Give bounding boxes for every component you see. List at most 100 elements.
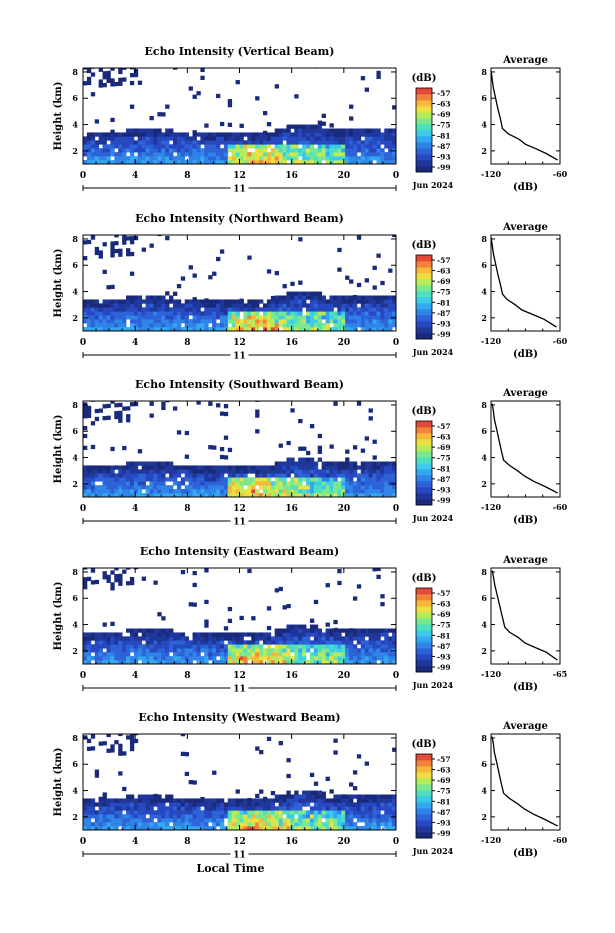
profile-y-tick-label: 2 (481, 313, 487, 323)
profile-y-tick-label: 4 (481, 620, 487, 630)
profile-x-tick-label: -60 (553, 835, 568, 845)
panel-title: Echo Intensity (Westward Beam) (138, 711, 340, 724)
colorbar-tick-label: -81 (437, 631, 451, 640)
colorbar-swatch (416, 433, 432, 439)
profile-x-tick-label: -60 (553, 336, 568, 346)
colorbar-swatch (416, 760, 432, 766)
colorbar-swatch (416, 612, 432, 618)
colorbar-tick-label: -69 (437, 776, 451, 785)
colorbar-swatch (416, 666, 432, 672)
y-axis-label: Height (km) (53, 249, 64, 318)
colorbar-swatch (416, 784, 432, 790)
x-tick-label: 0 (80, 171, 86, 181)
colorbar-unit: (dB) (412, 240, 437, 251)
colorbar-swatch (416, 475, 432, 481)
colorbar-swatch (416, 148, 432, 154)
x-tick-label: 8 (184, 171, 190, 181)
colorbar-tick-label: -99 (437, 829, 451, 838)
heatmap (83, 235, 396, 331)
profile-line (491, 238, 557, 328)
colorbar-tick-label: -93 (437, 319, 451, 328)
heatmap (83, 734, 396, 830)
colorbar-tick-label: -69 (437, 110, 451, 119)
profile-title: Average (502, 55, 548, 66)
x-tick-label: 8 (184, 338, 190, 348)
x-tick-label: 8 (184, 504, 190, 514)
colorbar-swatch (416, 118, 432, 124)
colorbar-swatch (416, 285, 432, 291)
profile-y-tick-label: 4 (481, 120, 487, 130)
profile-y-tick-label: 4 (481, 453, 487, 463)
profile-y-tick-label: 4 (481, 786, 487, 796)
colorbar-tick-label: -63 (437, 766, 451, 775)
colorbar: (dB)-57-63-69-75-81-87-93-99 (412, 240, 451, 339)
profile-frame (491, 568, 560, 664)
colorbar-tick-label: -57 (437, 755, 451, 764)
y-tick-label: 2 (72, 812, 78, 822)
x-axis-label: Local Time (197, 862, 265, 875)
colorbar-swatch (416, 808, 432, 814)
colorbar: (dB)-57-63-69-75-81-87-93-99 (412, 573, 451, 672)
colorbar-swatch (416, 309, 432, 315)
y-tick-label: 8 (72, 733, 78, 743)
x-tick-label: 20 (338, 338, 351, 348)
colorbar-tick-label: -63 (437, 267, 451, 276)
colorbar-swatch (416, 130, 432, 136)
colorbar-tick-label: -57 (437, 422, 451, 431)
profile-y-tick-label: 8 (481, 567, 487, 577)
profile-x-tick-label: -60 (553, 502, 568, 512)
x-tick-label: 12 (233, 671, 246, 681)
colorbar-swatch (416, 94, 432, 100)
date-label: Jun 2024 (412, 180, 454, 190)
profile-x-tick-label: -120 (481, 336, 501, 346)
y-tick-label: 6 (72, 593, 78, 603)
y-tick-label: 4 (72, 786, 78, 796)
colorbar-tick-label: -99 (437, 663, 451, 672)
colorbar-swatch (416, 291, 432, 297)
profile-x-tick-label: -120 (481, 169, 501, 179)
x-tick-label: 16 (285, 504, 298, 514)
profile-x-label: (dB) (513, 182, 538, 193)
colorbar-swatch (416, 427, 432, 433)
x-tick-label: 4 (132, 671, 138, 681)
profile-y-tick-label: 6 (481, 260, 487, 270)
colorbar-swatch (416, 832, 432, 838)
profile-line (491, 71, 558, 161)
y-axis-label: Height (km) (53, 415, 64, 484)
x-tick-label: 8 (184, 671, 190, 681)
colorbar-swatch (416, 136, 432, 142)
profile-y-tick-label: 6 (481, 93, 487, 103)
colorbar-swatch (416, 826, 432, 832)
y-axis-label: Height (km) (53, 748, 64, 817)
colorbar-swatch (416, 499, 432, 505)
panel-title: Echo Intensity (Vertical Beam) (144, 45, 334, 58)
colorbar-swatch (416, 124, 432, 130)
colorbar-unit: (dB) (412, 73, 437, 84)
colorbar-tick-label: -99 (437, 496, 451, 505)
colorbar-swatch (416, 754, 432, 760)
profile-x-tick-label: -120 (481, 669, 501, 679)
colorbar-swatch (416, 796, 432, 802)
colorbar-tick-label: -81 (437, 797, 451, 806)
colorbar-swatch (416, 600, 432, 606)
profile-title: Average (502, 721, 548, 732)
y-tick-label: 2 (72, 646, 78, 656)
x-tick-label: 0 (80, 338, 86, 348)
x-tick-label: 16 (285, 671, 298, 681)
colorbar-swatch (416, 297, 432, 303)
colorbar-swatch (416, 279, 432, 285)
colorbar-tick-label: -57 (437, 89, 451, 98)
colorbar-tick-label: -99 (437, 163, 451, 172)
day-label: 11 (233, 851, 246, 861)
y-tick-label: 2 (72, 313, 78, 323)
x-tick-label: 16 (285, 837, 298, 847)
x-tick-label: 4 (132, 338, 138, 348)
panel-title: Echo Intensity (Eastward Beam) (140, 545, 339, 558)
colorbar-swatch (416, 463, 432, 469)
